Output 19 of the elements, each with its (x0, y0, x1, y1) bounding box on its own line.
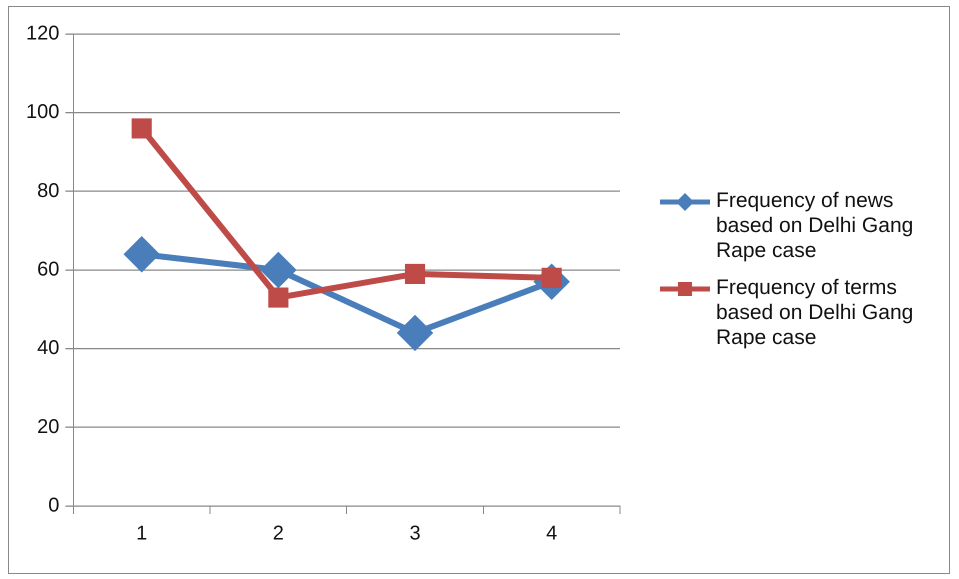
x-tick-label: 2 (272, 522, 284, 545)
point (404, 264, 426, 284)
point (261, 253, 296, 287)
point (124, 237, 159, 272)
x-tick-label: 1 (136, 522, 148, 545)
legend-label: Frequency of news based on Delhi Gang Rape case (716, 188, 914, 263)
y-tick-label: 0 (48, 494, 60, 517)
x-tick-label: 3 (409, 522, 421, 545)
y-tick-label: 100 (26, 101, 60, 124)
y-tick-label: 80 (37, 180, 60, 202)
point (398, 316, 432, 350)
y-tick-label: 120 (26, 22, 60, 45)
y-tick-label: 40 (37, 337, 60, 360)
point (132, 118, 152, 138)
x-tick-label: 4 (546, 522, 558, 545)
y-tick-label: 60 (37, 258, 60, 281)
point (268, 287, 288, 308)
y-tick-label: 20 (37, 416, 60, 438)
legend-label: Frequency of terms based on Delhi Gang Rape case (716, 275, 914, 350)
